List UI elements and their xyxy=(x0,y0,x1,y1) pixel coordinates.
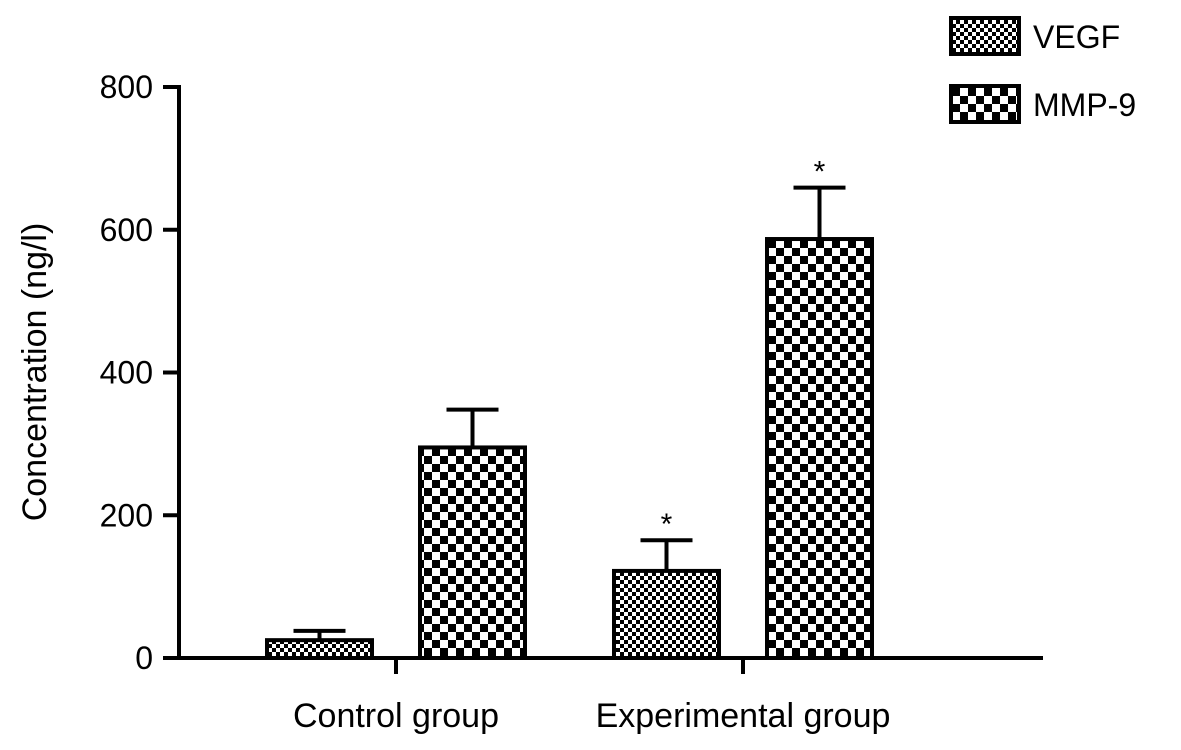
x-tick-label: Control group xyxy=(293,697,499,735)
y-tick-label: 200 xyxy=(100,497,153,533)
bar-vegf-1 xyxy=(265,638,374,660)
y-tick-label: 400 xyxy=(100,355,153,391)
y-axis: 0 200 400 600 800 xyxy=(100,69,181,676)
legend-swatch-mmp-9 xyxy=(949,84,1021,124)
y-axis-label: Concentration (ng/l) xyxy=(16,223,54,522)
legend: VEGF MMP-9 xyxy=(949,16,1136,124)
x-tick-label: Experimental group xyxy=(596,697,891,735)
bar-vegf-2 xyxy=(612,568,721,660)
y-tick-label: 800 xyxy=(100,69,153,105)
y-tick-label: 600 xyxy=(100,212,153,248)
bars: ** xyxy=(265,156,874,660)
significance-marker: * xyxy=(661,508,673,541)
legend-label-vegf: VEGF xyxy=(1033,19,1120,55)
legend-label-mmp-9: MMP-9 xyxy=(1033,87,1136,123)
bar-mmp-9-1 xyxy=(418,445,527,660)
y-tick-label: 0 xyxy=(135,640,153,676)
x-axis: Control group Experimental group xyxy=(177,656,1043,735)
significance-marker: * xyxy=(814,156,826,189)
bar-mmp-9-2 xyxy=(765,237,874,660)
legend-swatch-vegf xyxy=(949,16,1021,56)
